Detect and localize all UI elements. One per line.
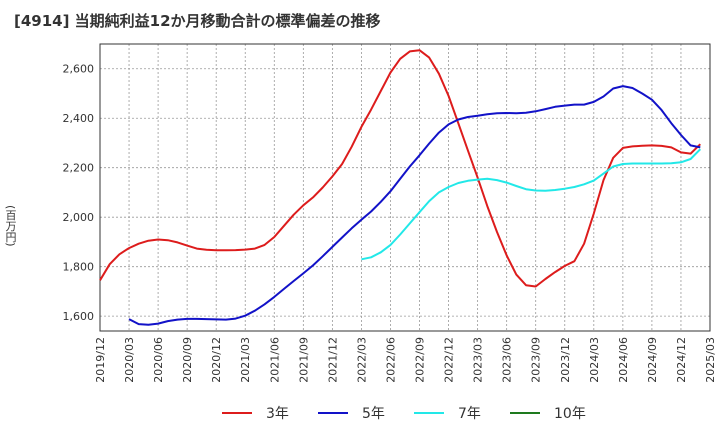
series-lines (99, 49, 702, 326)
x-tick-label: 2021/09 (297, 337, 310, 383)
x-tick-label: 2022/12 (443, 337, 456, 383)
x-tick-label: 2024/09 (646, 337, 659, 383)
y-tick-label: 1,600 (63, 310, 95, 323)
x-tick-label: 2021/12 (326, 337, 339, 383)
x-tick-label: 2021/06 (268, 337, 281, 383)
legend: 3年 5年 7年 10年 (222, 406, 586, 422)
y-tick-label: 2,000 (63, 211, 95, 224)
x-tick-label: 2023/03 (472, 337, 485, 383)
series-line-3 (361, 148, 702, 261)
plot-border (99, 43, 711, 332)
x-tick-labels: 2019/12 2020/03 2020/06 2020/09 2020/12 2021/… (94, 337, 717, 383)
y-tick-label: 2,600 (63, 63, 95, 76)
x-tick-label: 2020/12 (210, 337, 223, 383)
x-tick-label: 2022/03 (355, 337, 368, 383)
grid-lines (100, 44, 710, 331)
x-tick-label: 2020/06 (152, 337, 165, 383)
series-line-1 (99, 49, 701, 288)
legend-label-4: 10年 (554, 406, 586, 422)
x-tick-label: 2023/06 (501, 337, 514, 383)
x-tick-label: 2020/09 (181, 337, 194, 383)
x-tick-label: 2022/06 (384, 337, 397, 383)
x-tick-label: 2023/09 (530, 337, 543, 383)
x-tick-label: 2025/03 (704, 337, 717, 383)
x-tick-label: 2024/03 (588, 337, 601, 383)
x-tick-label: 2023/12 (559, 337, 572, 383)
y-axis-label: (百万円) (4, 205, 17, 247)
chart-title: [4914] 当期純利益12か月移動合計の標準偏差の推移 (14, 12, 381, 30)
y-tick-label: 2,200 (63, 162, 95, 175)
x-tick-label: 2024/06 (617, 337, 630, 383)
legend-label-3: 7年 (458, 406, 481, 422)
x-tick-label: 2020/03 (123, 337, 136, 383)
plot-frame (99, 43, 711, 332)
legend-label-1: 3年 (266, 406, 289, 422)
x-tick-label: 2024/12 (675, 337, 688, 383)
x-tick-label: 2019/12 (94, 337, 107, 383)
series-line-2 (128, 85, 701, 326)
y-tick-labels: 1,600 1,800 2,000 2,200 2,400 2,600 (63, 63, 95, 323)
y-tick-label: 2,400 (63, 112, 95, 125)
legend-label-2: 5年 (362, 406, 385, 422)
y-tick-label: 1,800 (63, 261, 95, 274)
x-tick-label: 2021/03 (239, 337, 252, 383)
x-tick-label: 2022/09 (414, 337, 427, 383)
